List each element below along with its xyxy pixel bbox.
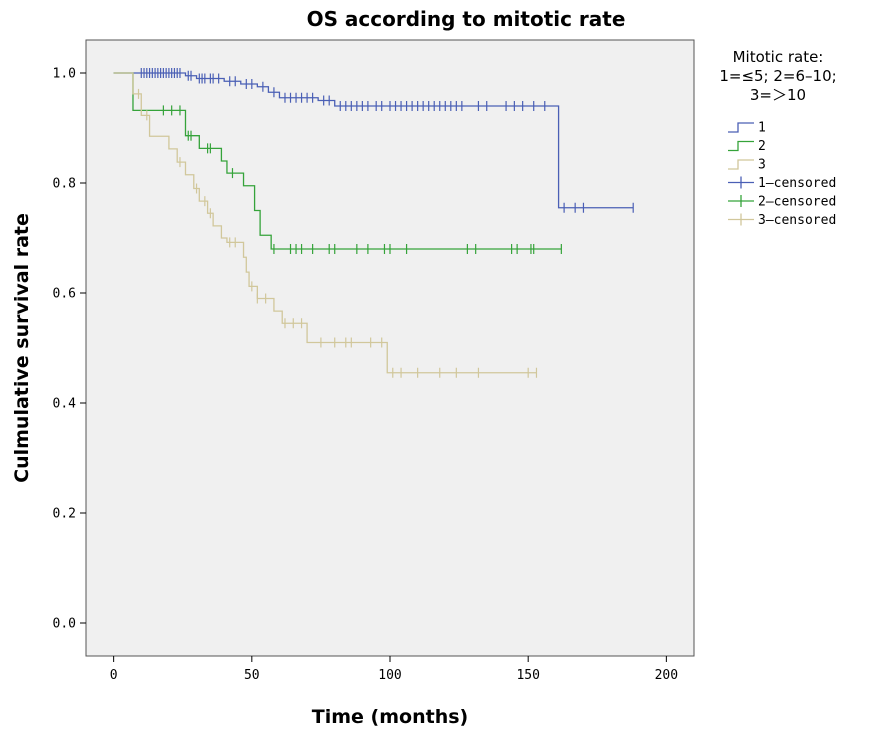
y-axis: 0.0 0.2 0.4 0.6 0.8 1.0: [53, 67, 86, 632]
chart-title: OS according to mitotic rate: [307, 7, 626, 31]
y-tick-label: 0.6: [53, 287, 76, 302]
legend-label: 2–censored: [758, 195, 836, 210]
legend-items: 1 2 3 1–censored 2–censored 3–censored: [728, 121, 836, 228]
legend-item-1: 1: [728, 121, 766, 136]
legend-line-sample: [728, 159, 754, 170]
legend-line-sample: [728, 140, 754, 152]
legend-label: 3–censored: [758, 213, 836, 228]
legend-title-line-2: 1=≤5; 2=6–10;: [719, 67, 836, 85]
series-3-line: [113, 72, 537, 374]
x-axis: 0 50 100 150 200: [110, 656, 678, 683]
y-tick-label: 0.2: [53, 507, 76, 522]
legend-line-sample: [728, 122, 754, 133]
y-axis-title: Culmulative survival rate: [11, 213, 33, 483]
y-tick-label: 0.4: [53, 397, 77, 412]
x-axis-title: Time (months): [312, 706, 468, 728]
series-layer: [113, 68, 634, 378]
legend-label: 2: [758, 139, 766, 154]
legend-item-3: 3: [728, 158, 766, 173]
legend-item-1-censored: 1–censored: [728, 176, 836, 191]
legend-item-2: 2: [728, 139, 766, 154]
legend-item-2-censored: 2–censored: [728, 195, 836, 210]
legend-title-line-1: Mitotic rate:: [733, 48, 824, 66]
legend: Mitotic rate: 1=≤5; 2=6–10; 3=＞10 1 2 3 1–c…: [719, 48, 836, 228]
legend-label: 1: [758, 121, 766, 136]
y-tick-label: 0.0: [53, 617, 76, 632]
plot-area: [85, 39, 695, 657]
legend-label: 3: [758, 158, 766, 173]
x-tick-label: 50: [244, 668, 260, 683]
x-tick-label: 0: [110, 668, 118, 683]
x-tick-label: 200: [655, 668, 678, 683]
y-tick-label: 1.0: [53, 67, 76, 82]
legend-title-line-3: 3=＞10: [750, 86, 806, 104]
x-tick-label: 100: [378, 668, 401, 683]
x-tick-label: 150: [516, 668, 539, 683]
series-2-line: [113, 72, 562, 250]
legend-label: 1–censored: [758, 176, 836, 191]
legend-item-3-censored: 3–censored: [728, 213, 836, 228]
y-tick-label: 0.8: [53, 177, 76, 192]
